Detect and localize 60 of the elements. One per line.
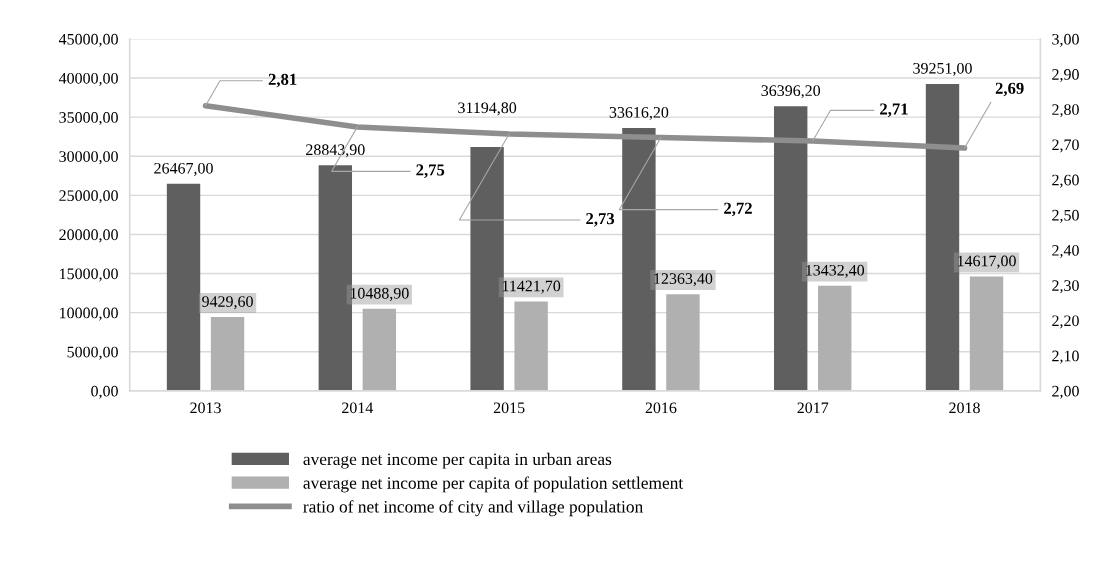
y-tick-label: 25000,00 <box>59 190 118 204</box>
data-label: 36396,20 <box>761 85 821 99</box>
y-tick-label: 0,00 <box>91 385 118 399</box>
bar <box>514 301 548 391</box>
data-label: 10488,90 <box>350 287 409 301</box>
y2-tick-label: 2,70 <box>1052 139 1079 153</box>
legend-label: average net income per capita in urban areas <box>303 452 612 469</box>
y2-tick-label: 2,90 <box>1052 69 1079 83</box>
data-label: 2,71 <box>880 103 908 118</box>
x-tick-label: 2016 <box>645 402 677 414</box>
x-tick-label: 2018 <box>949 402 980 414</box>
data-label: 2,72 <box>724 202 752 217</box>
bar <box>774 106 808 391</box>
y2-tick-label: 2,20 <box>1052 315 1079 329</box>
data-label: 31194,80 <box>458 102 517 116</box>
y-tick-label: 5000,00 <box>67 346 118 360</box>
legend-label: ratio of net income of city and village population <box>303 500 643 517</box>
y2-tick-label: 2,10 <box>1052 350 1079 364</box>
y2-tick-label: 2,60 <box>1052 174 1079 188</box>
data-label: 11421,70 <box>502 280 561 294</box>
data-label: 26467,00 <box>154 162 213 176</box>
bar <box>925 83 960 391</box>
data-label: 13432,40 <box>806 264 865 278</box>
bar <box>622 127 656 391</box>
y-tick-label: 15000,00 <box>60 268 118 282</box>
y2-tick-label: 2,80 <box>1052 104 1079 118</box>
y-tick-label: 20000,00 <box>59 229 118 243</box>
data-label: 2,75 <box>416 164 445 178</box>
x-tick-label: 2014 <box>342 402 374 414</box>
y2-tick-label: 2,40 <box>1052 245 1079 259</box>
bar <box>666 294 700 391</box>
y2-tick-label: 2,50 <box>1052 209 1079 223</box>
data-label: 28843,90 <box>306 144 365 158</box>
data-label: 2,73 <box>586 213 615 227</box>
data-label: 14617,00 <box>957 255 1016 269</box>
bar <box>166 183 201 391</box>
data-label: 9429,60 <box>202 296 253 310</box>
y2-tick-label: 3,00 <box>1052 33 1079 47</box>
bar <box>969 276 1004 391</box>
bar <box>818 285 852 391</box>
y-tick-label: 10000,00 <box>60 307 118 321</box>
x-tick-label: 2015 <box>493 402 525 414</box>
y-tick-label: 45000,00 <box>58 33 118 47</box>
data-label: 33616,20 <box>609 106 669 121</box>
y-tick-label: 35000,00 <box>59 112 118 126</box>
x-tick-label: 2017 <box>797 402 829 414</box>
data-label: 2,81 <box>268 73 297 88</box>
x-tick-label: 2013 <box>190 402 221 414</box>
bar <box>362 308 397 391</box>
y-tick-label: 30000,00 <box>59 151 118 165</box>
bar <box>318 165 353 391</box>
data-label: 12363,40 <box>654 273 713 287</box>
data-label: 39251,00 <box>913 62 972 76</box>
bar <box>470 146 504 391</box>
y2-tick-label: 2,00 <box>1052 385 1079 399</box>
y2-tick-label: 2,30 <box>1052 280 1079 294</box>
data-label: 2,69 <box>995 82 1024 97</box>
bar <box>210 317 245 391</box>
y-tick-label: 40000,00 <box>58 72 118 87</box>
legend-label: average net income per capita of population settlement <box>303 476 684 493</box>
